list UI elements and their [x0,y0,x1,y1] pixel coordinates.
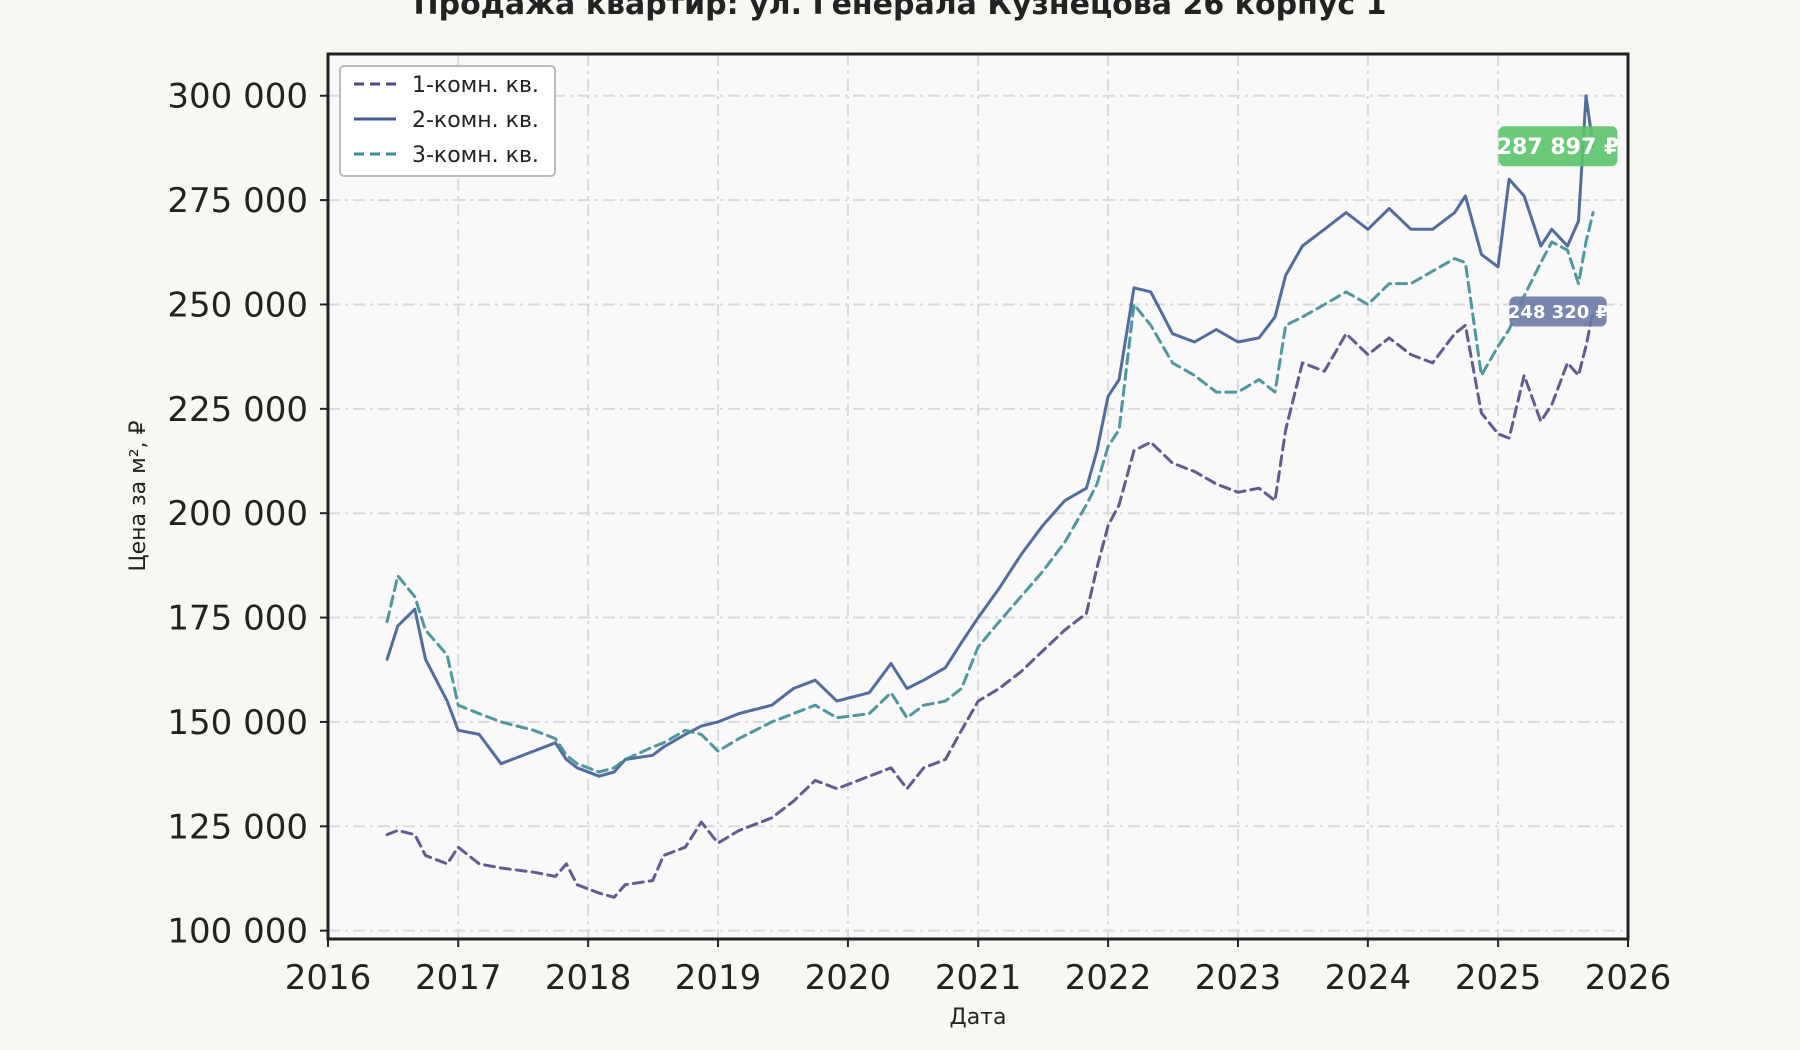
value-badges: 287 897 ₽ 248 320 ₽ [1497,126,1619,327]
y-tick-label: 250 000 [167,285,308,325]
legend: 1-комн. кв. 2-комн. кв. 3-комн. кв. [339,65,556,177]
series-group [385,94,1595,899]
legend-label-2: 2-комн. кв. [412,108,539,133]
y-tick-label: 175 000 [167,599,308,639]
value-badge-text-1: 287 897 ₽ [1497,135,1619,160]
x-axis-label: Дата [950,1005,1007,1030]
value-badge-2 [1509,296,1607,327]
y-tick-label: 200 000 [167,494,308,534]
y-tick-label: 300 000 [167,77,308,117]
x-tick-label: 2023 [1195,958,1282,998]
x-tick-label: 2024 [1325,958,1412,998]
x-tick-label: 2020 [805,958,892,998]
y-tick-label: 125 000 [167,807,308,847]
x-tick-label: 2016 [285,958,372,998]
x-tick-label: 2018 [545,958,632,998]
series-line-2 [385,94,1595,778]
y-axis-ticks: 100 000 125 000 150 000 175 000 200 000 225 0… [167,77,328,952]
value-badge-1 [1498,126,1618,167]
y-tick-label: 100 000 [167,912,308,952]
value-badge-text-2: 248 320 ₽ [1508,302,1608,323]
legend-box [339,65,556,177]
x-tick-label: 2017 [415,958,502,998]
x-tick-label: 2022 [1065,958,1152,998]
x-tick-label: 2021 [935,958,1022,998]
series-line-1 [385,310,1595,899]
y-axis-label: Цена за м², ₽ [126,420,151,571]
x-axis-ticks: 2016 2017 2018 2019 2020 2021 2022 2023 2024 2025… [285,939,1672,998]
y-tick-label: 150 000 [167,703,308,743]
x-tick-label: 2025 [1455,958,1542,998]
legend-label-1: 1-комн. кв. [412,73,539,98]
series-line-3 [385,211,1595,774]
x-tick-label: 2026 [1585,958,1672,998]
chart-title: Продажа квартир: ул. Генерала Кузнецова … [413,0,1386,22]
legend-label-3: 3-комн. кв. [412,143,539,168]
y-tick-label: 225 000 [167,390,308,430]
x-tick-label: 2019 [675,958,762,998]
y-tick-label: 275 000 [167,181,308,221]
